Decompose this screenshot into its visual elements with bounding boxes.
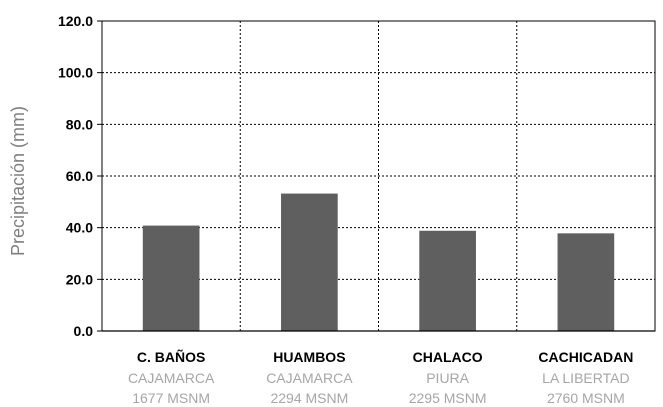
x-category-region: PIURA	[426, 370, 469, 386]
y-tick-label: 60.0	[66, 168, 93, 184]
y-tick-label: 40.0	[66, 220, 93, 236]
y-tick-label: 0.0	[74, 323, 94, 339]
bar	[281, 193, 338, 331]
y-tick-label: 80.0	[66, 116, 93, 132]
x-category-name: CHALACO	[413, 349, 483, 365]
bar	[419, 230, 476, 331]
x-category-name: CACHICADAN	[538, 349, 633, 365]
x-category-region: CAJAMARCA	[128, 370, 215, 386]
x-category-altitude: 1677 MSNM	[132, 390, 210, 406]
x-category-altitude: 2294 MSNM	[270, 390, 348, 406]
y-tick-label: 120.0	[58, 13, 93, 29]
x-category-altitude: 2295 MSNM	[409, 390, 487, 406]
x-category-region: LA LIBERTAD	[542, 370, 629, 386]
x-category-name: C. BAÑOS	[137, 348, 205, 365]
x-category-region: CAJAMARCA	[266, 370, 353, 386]
bar	[142, 225, 200, 331]
bars	[142, 193, 615, 331]
bar	[557, 233, 615, 331]
y-tick-label: 100.0	[58, 65, 93, 81]
y-tick-label: 20.0	[66, 271, 93, 287]
x-axis-category-labels: C. BAÑOS CAJAMARCA 1677 MSNM HUAMBOS CAJAMAR…	[128, 348, 633, 406]
x-category-name: HUAMBOS	[273, 349, 345, 365]
y-axis-title: Precipitación (mm)	[8, 106, 28, 256]
x-category-altitude: 2760 MSNM	[547, 390, 625, 406]
y-axis-ticks: 0.0 20.0 40.0 60.0 80.0 100.0 120.0	[58, 13, 102, 339]
